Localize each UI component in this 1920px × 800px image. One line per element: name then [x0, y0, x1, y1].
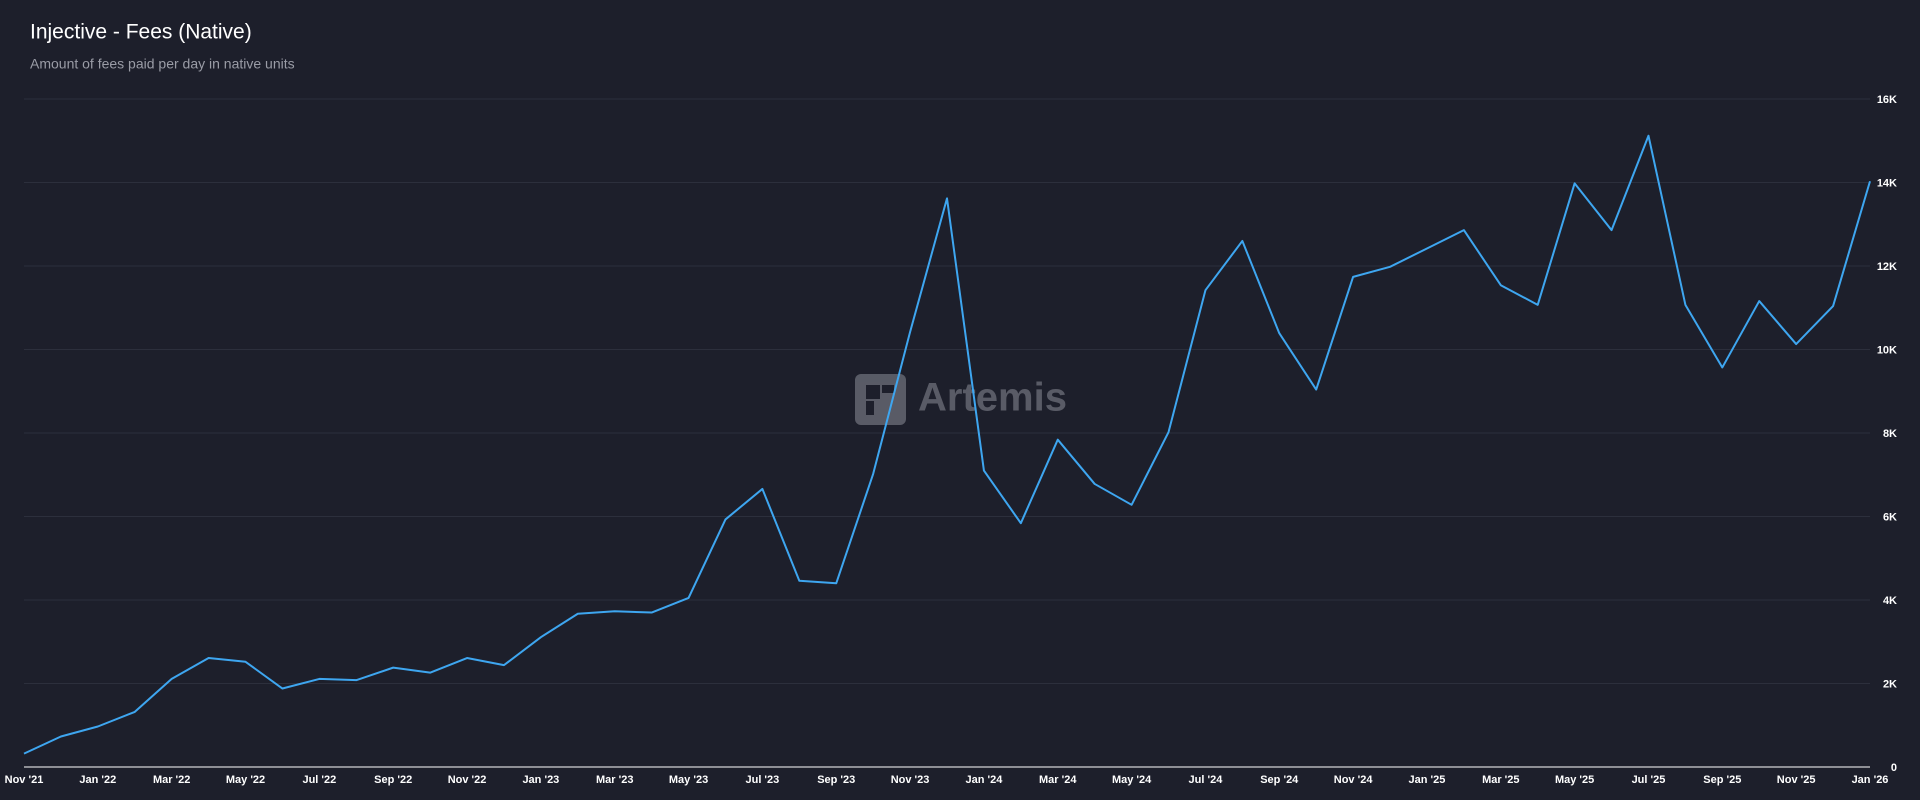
- y-tick-label: 16K: [1877, 94, 1897, 106]
- x-tick-label: May '25: [1555, 774, 1594, 786]
- x-tick-label: Mar '24: [1039, 774, 1077, 786]
- x-tick-label: Nov '23: [891, 774, 930, 786]
- y-tick-label: 8K: [1883, 428, 1897, 440]
- x-tick-label: Nov '24: [1334, 774, 1374, 786]
- y-tick-label: 12K: [1877, 261, 1897, 273]
- y-tick-label: 6K: [1883, 511, 1897, 523]
- x-tick-label: Sep '23: [817, 774, 855, 786]
- watermark-logo: [855, 374, 906, 425]
- x-tick-label: Sep '24: [1260, 774, 1299, 786]
- x-tick-label: Jan '22: [79, 774, 116, 786]
- chart-subtitle: Amount of fees paid per day in native un…: [30, 56, 295, 72]
- x-tick-label: Jan '24: [965, 774, 1003, 786]
- y-tick-label: 4K: [1883, 595, 1897, 607]
- x-tick-label: Jul '23: [745, 774, 779, 786]
- x-tick-label: Jan '23: [522, 774, 559, 786]
- x-tick-label: Nov '21: [5, 774, 44, 786]
- x-tick-label: Nov '25: [1777, 774, 1816, 786]
- y-tick-label: 14K: [1877, 177, 1897, 189]
- x-tick-label: Jan '26: [1852, 774, 1889, 786]
- x-tick-label: Jul '24: [1189, 774, 1224, 786]
- x-tick-label: Nov '22: [448, 774, 487, 786]
- series-line: [23, 134, 1871, 755]
- y-tick-label: 10K: [1877, 344, 1897, 356]
- x-tick-label: Jan '25: [1409, 774, 1446, 786]
- x-tick-label: Mar '25: [1482, 774, 1519, 786]
- x-tick-label: Mar '23: [596, 774, 633, 786]
- x-tick-label: Sep '22: [374, 774, 412, 786]
- x-tick-label: Mar '22: [153, 774, 190, 786]
- x-tick-label: Jul '25: [1632, 774, 1666, 786]
- y-tick-label: 2K: [1883, 678, 1897, 690]
- watermark: Artemis: [918, 376, 1067, 420]
- x-tick-label: May '23: [669, 774, 708, 786]
- y-tick-label: 0: [1891, 762, 1897, 774]
- x-tick-label: May '22: [226, 774, 265, 786]
- x-tick-label: Jul '22: [302, 774, 336, 786]
- x-tick-label: May '24: [1112, 774, 1152, 786]
- chart-title: Injective - Fees (Native): [30, 21, 252, 44]
- x-tick-label: Sep '25: [1703, 774, 1741, 786]
